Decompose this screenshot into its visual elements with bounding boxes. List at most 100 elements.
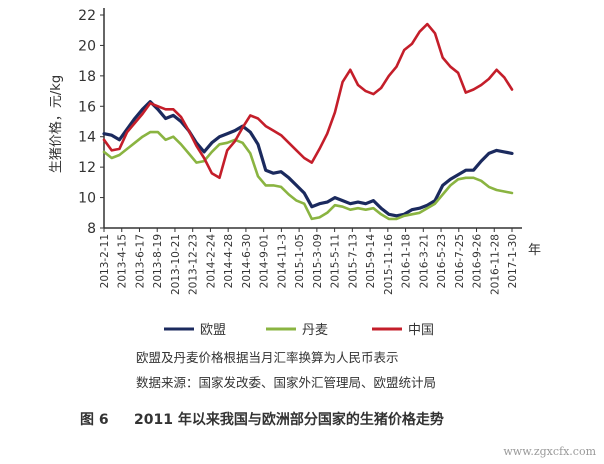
note-exchange-rate: 欧盟及丹麦价格根据当月汇率换算为人民币表示 xyxy=(136,350,399,365)
series-3-point xyxy=(464,91,467,94)
series-3-point xyxy=(233,140,236,143)
series-2-point xyxy=(110,157,113,159)
series-3-point xyxy=(441,56,444,59)
series-3-point xyxy=(426,23,429,26)
series-2-point xyxy=(380,213,383,216)
series-1-point xyxy=(341,199,344,202)
series-3-point xyxy=(272,129,275,132)
series-1-point xyxy=(264,169,267,172)
series-1-point xyxy=(372,199,375,202)
series-3-point xyxy=(333,111,336,114)
series-3-point xyxy=(318,147,321,150)
series-2-point xyxy=(318,216,321,219)
series-lines xyxy=(102,22,514,221)
series-2-point xyxy=(472,176,475,179)
x-tick-label: 2014-9-01 xyxy=(259,234,271,288)
series-2-point xyxy=(372,207,375,210)
legend-label-2: 丹麦 xyxy=(302,323,328,338)
series-2-point xyxy=(403,214,406,217)
series-3-point xyxy=(303,157,306,159)
series-1-point xyxy=(218,135,221,138)
series-2-point xyxy=(126,147,129,150)
series-1-point xyxy=(503,150,506,153)
watermark: www.zgxcfx.com xyxy=(503,445,596,458)
series-1-point xyxy=(295,184,298,187)
y-tick-label: 8 xyxy=(87,221,96,237)
series-1-point xyxy=(418,207,421,210)
series-2-point xyxy=(257,175,259,178)
series-1-point xyxy=(333,196,336,199)
series-2-point xyxy=(156,131,159,134)
series-2-point xyxy=(464,176,467,179)
series-1-point xyxy=(210,141,213,144)
series-3-point xyxy=(457,71,460,74)
series-1-point xyxy=(118,138,121,141)
legend-label-1: 欧盟 xyxy=(200,323,226,338)
series-3-point xyxy=(480,84,483,86)
x-tick-label: 2014-6-30 xyxy=(241,234,253,288)
x-tick-label: 2013-12-23 xyxy=(188,234,200,295)
series-3-point xyxy=(218,176,221,179)
series-2-point xyxy=(195,161,198,164)
series-1-point xyxy=(103,132,105,135)
series-2-point xyxy=(357,207,359,210)
series-2-point xyxy=(164,138,167,141)
series-3-point xyxy=(410,42,413,45)
series-2-point xyxy=(364,208,367,211)
series-2-point xyxy=(149,131,152,134)
series-3-point xyxy=(372,93,375,96)
series-1-point xyxy=(487,152,490,155)
series-3-point xyxy=(357,84,359,86)
series-2-point xyxy=(426,207,429,210)
series-2-point xyxy=(310,217,313,220)
y-tick-label: 16 xyxy=(78,99,96,115)
series-3-point xyxy=(449,65,452,68)
series-3-point xyxy=(149,102,152,105)
series-2-point xyxy=(449,184,452,187)
series-line-2 xyxy=(102,130,514,221)
series-1-point xyxy=(203,150,206,153)
series-1-point xyxy=(441,184,444,187)
series-3-point xyxy=(187,129,190,132)
series-1-point xyxy=(464,169,467,172)
x-tick-label: 2013-2-11 xyxy=(99,234,111,288)
series-2-point xyxy=(172,135,175,138)
x-tick-label: 2016-11-28 xyxy=(489,234,501,295)
plot-area: 22 20 18 16 14 12 10 8 2013-2-11 2013-4-15 2013-6… xyxy=(78,8,522,295)
series-3-point xyxy=(133,122,136,124)
series-1-point xyxy=(180,120,182,123)
series-2-point xyxy=(387,217,390,220)
series-3-point xyxy=(364,90,367,93)
series-2-point xyxy=(280,185,283,188)
series-3-point xyxy=(195,144,198,147)
series-3-point xyxy=(164,108,167,111)
series-line-3 xyxy=(102,22,514,180)
legend-label-3: 中国 xyxy=(408,323,434,338)
series-3-point xyxy=(287,141,290,144)
series-1-point xyxy=(480,160,483,163)
series-3-point xyxy=(418,30,421,33)
series-1-point xyxy=(156,108,159,111)
series-2-point xyxy=(457,178,460,181)
series-1-point xyxy=(257,143,259,146)
series-1-point xyxy=(511,152,513,155)
series-2-point xyxy=(326,211,329,214)
series-3-point xyxy=(172,108,175,111)
y-tick-label: 18 xyxy=(78,69,96,85)
x-tick-label: 2014-4-28 xyxy=(223,234,235,288)
x-tick-label: 2013-4-15 xyxy=(117,234,129,288)
series-1-point xyxy=(133,117,136,120)
series-1-point xyxy=(249,131,252,134)
series-3-point xyxy=(503,76,506,79)
series-1-point xyxy=(410,208,413,211)
series-3-point xyxy=(241,126,244,129)
series-3-point xyxy=(264,125,267,128)
series-3-point xyxy=(495,68,498,71)
series-2-point xyxy=(272,184,275,187)
x-tick-label: 2016-1-18 xyxy=(401,234,413,288)
series-3-point xyxy=(180,115,182,118)
series-2-point xyxy=(141,135,144,138)
series-3-point xyxy=(249,114,252,117)
x-tick-label: 2017-1-30 xyxy=(507,234,519,288)
